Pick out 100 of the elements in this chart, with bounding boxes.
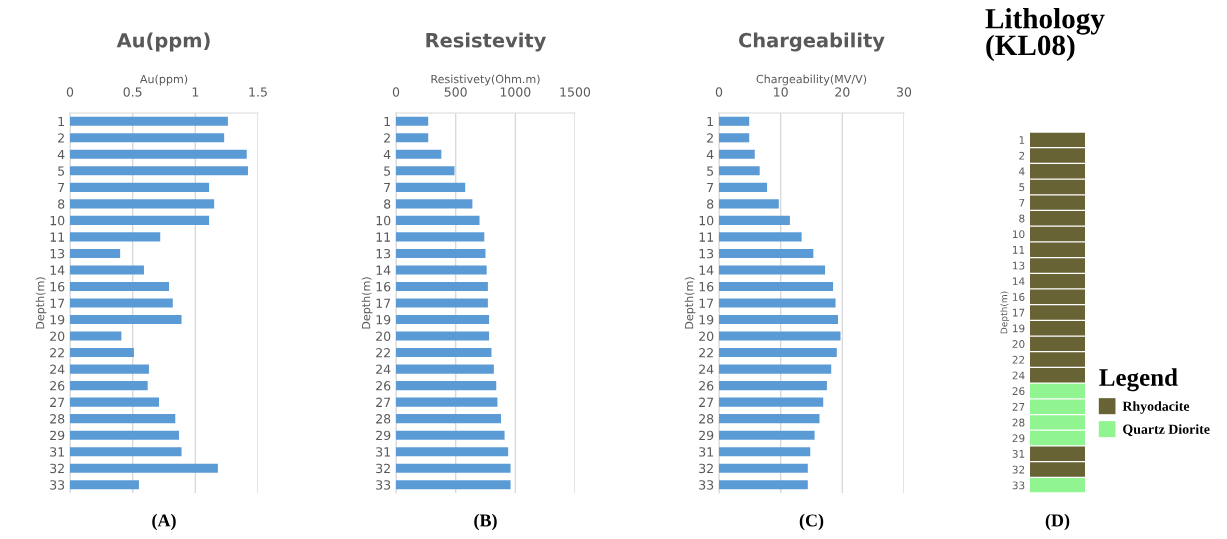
bar bbox=[719, 232, 802, 242]
y-tick-label: 20 bbox=[376, 331, 391, 341]
y-tick-label: 19 bbox=[376, 314, 391, 325]
y-axis-title: Depth(m) bbox=[35, 277, 47, 329]
bar bbox=[70, 397, 159, 407]
x-axis-title: Resistivety(Ohm.m) bbox=[431, 74, 540, 86]
bar bbox=[719, 298, 836, 308]
y-tick-label: 28 bbox=[50, 414, 65, 424]
y-tick-label: 29 bbox=[376, 430, 391, 441]
y-tick-label: 4 bbox=[383, 149, 391, 160]
y-axis-title: Depth(m) bbox=[361, 277, 373, 329]
y-tick-label: 11 bbox=[50, 232, 64, 242]
y-tick-label: 22 bbox=[699, 348, 713, 358]
x-tick-label: 1 bbox=[192, 87, 199, 97]
bar bbox=[70, 298, 173, 308]
bar bbox=[719, 281, 834, 292]
bar bbox=[70, 364, 149, 374]
chart-title: Resistevity bbox=[426, 32, 547, 52]
y-tick-label: 13 bbox=[699, 248, 714, 259]
y-tick-label: 22 bbox=[376, 348, 390, 358]
bar bbox=[396, 314, 490, 325]
y-tick-label: 26 bbox=[1012, 387, 1025, 396]
bar bbox=[719, 133, 750, 143]
bar bbox=[70, 480, 139, 490]
bar bbox=[396, 265, 487, 275]
bar bbox=[70, 215, 210, 225]
bar bbox=[719, 314, 839, 325]
bar bbox=[70, 182, 210, 192]
y-tick-label: 24 bbox=[1012, 371, 1025, 380]
y-tick-label: 11 bbox=[1013, 246, 1025, 254]
bar bbox=[719, 381, 827, 391]
bar bbox=[70, 348, 134, 358]
y-tick-label: 28 bbox=[1012, 418, 1025, 427]
bar bbox=[396, 166, 455, 176]
text: (A) bbox=[152, 513, 176, 531]
bar bbox=[719, 166, 760, 176]
y-tick-label: 31 bbox=[50, 447, 64, 457]
y-tick-label: 10 bbox=[376, 215, 391, 226]
y-tick-label: 31 bbox=[376, 447, 390, 457]
y-tick-label: 8 bbox=[58, 199, 65, 209]
y-tick-label: 33 bbox=[376, 480, 391, 490]
y-tick-label: 13 bbox=[50, 248, 65, 259]
bar bbox=[396, 199, 473, 209]
y-tick-label: 33 bbox=[1012, 481, 1025, 490]
y-tick-label: 27 bbox=[699, 397, 714, 407]
y-tick-label: 27 bbox=[50, 397, 65, 407]
bar bbox=[396, 381, 497, 391]
bar bbox=[396, 463, 511, 473]
y-tick-label: 13 bbox=[376, 248, 391, 259]
text: (C) bbox=[799, 513, 824, 531]
bar bbox=[70, 414, 176, 424]
chart-title: Au(ppm) bbox=[116, 32, 210, 52]
legend-label: Rhyodacite bbox=[1122, 401, 1190, 414]
bar bbox=[396, 215, 480, 225]
y-tick-label: 17 bbox=[50, 298, 65, 308]
bar bbox=[70, 447, 182, 457]
y-tick-label: 24 bbox=[50, 364, 65, 374]
bar bbox=[396, 331, 490, 341]
y-tick-label: 32 bbox=[50, 463, 64, 474]
bar bbox=[70, 199, 215, 209]
y-tick-label: 4 bbox=[1019, 167, 1025, 176]
y-tick-label: 8 bbox=[707, 199, 714, 209]
y-tick-label: 14 bbox=[699, 265, 714, 275]
y-tick-label: 33 bbox=[699, 480, 714, 490]
y-tick-label: 7 bbox=[707, 182, 714, 193]
x-tick-label: 1500 bbox=[560, 87, 591, 97]
y-tick-label: 22 bbox=[1012, 355, 1025, 364]
chart-title: Lithology (KL08) bbox=[985, 8, 1105, 62]
bar bbox=[396, 281, 488, 292]
y-tick-label: 19 bbox=[699, 314, 714, 325]
y-tick-label: 16 bbox=[699, 281, 714, 292]
y-tick-label: 14 bbox=[376, 265, 391, 275]
bar bbox=[70, 381, 148, 391]
bar bbox=[70, 314, 182, 325]
y-tick-label: 32 bbox=[1012, 465, 1025, 474]
y-tick-label: 14 bbox=[50, 265, 65, 275]
y-tick-label: 7 bbox=[384, 182, 391, 193]
bar bbox=[396, 447, 509, 457]
bar bbox=[719, 331, 841, 341]
y-tick-label: 19 bbox=[50, 314, 65, 325]
y-tick-label: 10 bbox=[699, 215, 714, 226]
y-tick-label: 11 bbox=[699, 232, 713, 242]
y-tick-label: 14 bbox=[1013, 277, 1025, 286]
bar bbox=[396, 348, 492, 358]
y-tick-label: 28 bbox=[699, 414, 714, 424]
y-tick-label: 5 bbox=[384, 166, 391, 176]
y-tick-label: 33 bbox=[50, 480, 65, 490]
y-tick-label: 17 bbox=[699, 298, 714, 308]
bar bbox=[719, 182, 768, 192]
y-tick-label: 31 bbox=[699, 447, 713, 457]
y-tick-label: 16 bbox=[50, 281, 65, 292]
y-tick-label: 4 bbox=[706, 149, 714, 160]
y-tick-label: 32 bbox=[699, 463, 713, 474]
x-tick-label: 1.5 bbox=[249, 87, 267, 97]
chart-title: Chargeability bbox=[739, 32, 885, 52]
y-tick-label: 29 bbox=[1012, 434, 1025, 443]
y-tick-label: 5 bbox=[707, 166, 714, 176]
bar bbox=[396, 364, 494, 374]
y-tick-label: 20 bbox=[1012, 340, 1025, 348]
y-tick-label: 2 bbox=[58, 133, 64, 143]
